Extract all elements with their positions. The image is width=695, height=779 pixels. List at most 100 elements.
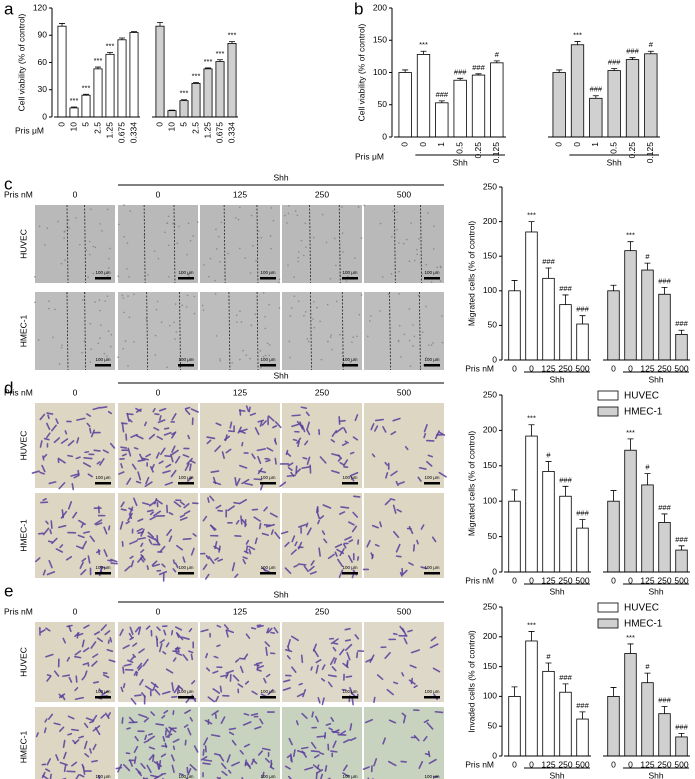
cell	[117, 275, 120, 278]
cell	[39, 413, 46, 421]
legend-label: HUVEC	[624, 603, 659, 614]
scale-bar	[178, 277, 194, 280]
significance: ###	[658, 503, 671, 512]
bar	[641, 484, 654, 573]
cell	[227, 430, 236, 433]
cell	[352, 436, 359, 441]
bar	[179, 100, 189, 118]
scale-label: 100 μm	[424, 689, 439, 694]
cell	[241, 441, 244, 447]
cell	[330, 438, 336, 443]
bar	[398, 72, 412, 138]
bar	[542, 471, 555, 573]
cell	[178, 366, 181, 368]
cell	[172, 738, 180, 743]
cell	[253, 478, 263, 481]
image-bg	[118, 205, 198, 283]
error-bar	[647, 50, 654, 54]
cell	[171, 449, 179, 456]
y-tick-label: 0	[382, 131, 387, 141]
cell	[124, 565, 131, 572]
cell	[244, 482, 253, 486]
cell	[138, 713, 148, 719]
y-tick-label: 50	[488, 720, 498, 730]
cell	[245, 539, 250, 545]
cell	[416, 539, 419, 545]
cell	[317, 697, 321, 704]
cell	[154, 354, 157, 356]
cell	[331, 666, 337, 672]
cell	[193, 745, 199, 753]
cell	[87, 555, 91, 564]
x-tick-label: 500	[674, 759, 688, 769]
cell	[313, 300, 315, 303]
cell	[145, 476, 150, 485]
cell	[31, 470, 40, 474]
cell	[106, 355, 108, 357]
error-bar	[545, 267, 552, 279]
cell	[67, 454, 74, 458]
cell	[191, 680, 196, 685]
x-tick-label: 0.334	[226, 122, 236, 144]
scale-label: 100 μm	[342, 270, 357, 275]
cell	[335, 427, 344, 434]
cell	[129, 626, 134, 635]
cell	[133, 756, 137, 764]
cell	[93, 449, 101, 452]
cell	[180, 272, 183, 275]
micrograph: 100 μm	[282, 204, 363, 284]
cell	[391, 235, 393, 238]
cell	[189, 239, 192, 242]
cell	[338, 569, 344, 579]
cell	[349, 471, 359, 477]
cell	[165, 642, 170, 648]
cell	[330, 638, 339, 645]
cell	[175, 652, 183, 656]
cell	[288, 737, 293, 746]
x-tick-label: 0	[512, 759, 517, 769]
cell	[242, 556, 248, 560]
cell	[117, 356, 119, 358]
cell	[60, 438, 69, 444]
cell	[216, 776, 221, 779]
scratch-edge	[84, 204, 86, 284]
cell	[248, 406, 251, 413]
cell	[153, 426, 160, 431]
row-label: HMEC-1	[18, 519, 28, 552]
cell	[104, 300, 106, 302]
cell	[291, 666, 297, 673]
scale-label: 100 μm	[424, 565, 439, 570]
cell	[74, 650, 82, 656]
cell	[137, 665, 143, 671]
bar	[203, 68, 213, 118]
cell	[183, 503, 190, 509]
cell	[41, 771, 46, 779]
cell	[129, 555, 134, 559]
cell	[327, 340, 329, 343]
bar	[675, 549, 688, 573]
cell	[408, 562, 414, 566]
cell	[349, 361, 352, 363]
cell	[219, 359, 222, 362]
cell	[179, 501, 185, 506]
cell	[291, 635, 299, 642]
cell	[145, 625, 151, 630]
cell	[284, 765, 291, 770]
cell	[413, 335, 416, 338]
cell	[151, 463, 155, 470]
cell	[413, 684, 418, 689]
cell	[235, 321, 238, 323]
cell	[255, 259, 257, 262]
cell	[153, 510, 161, 517]
cell	[288, 775, 293, 779]
cell	[49, 529, 53, 535]
cell	[142, 502, 150, 506]
cell	[407, 629, 413, 633]
micrograph: 100 μm	[279, 403, 362, 488]
cell	[313, 754, 320, 759]
cell	[254, 313, 257, 316]
cell	[335, 300, 338, 303]
cell	[168, 727, 173, 735]
cell	[316, 306, 318, 309]
image-bg	[364, 403, 444, 488]
